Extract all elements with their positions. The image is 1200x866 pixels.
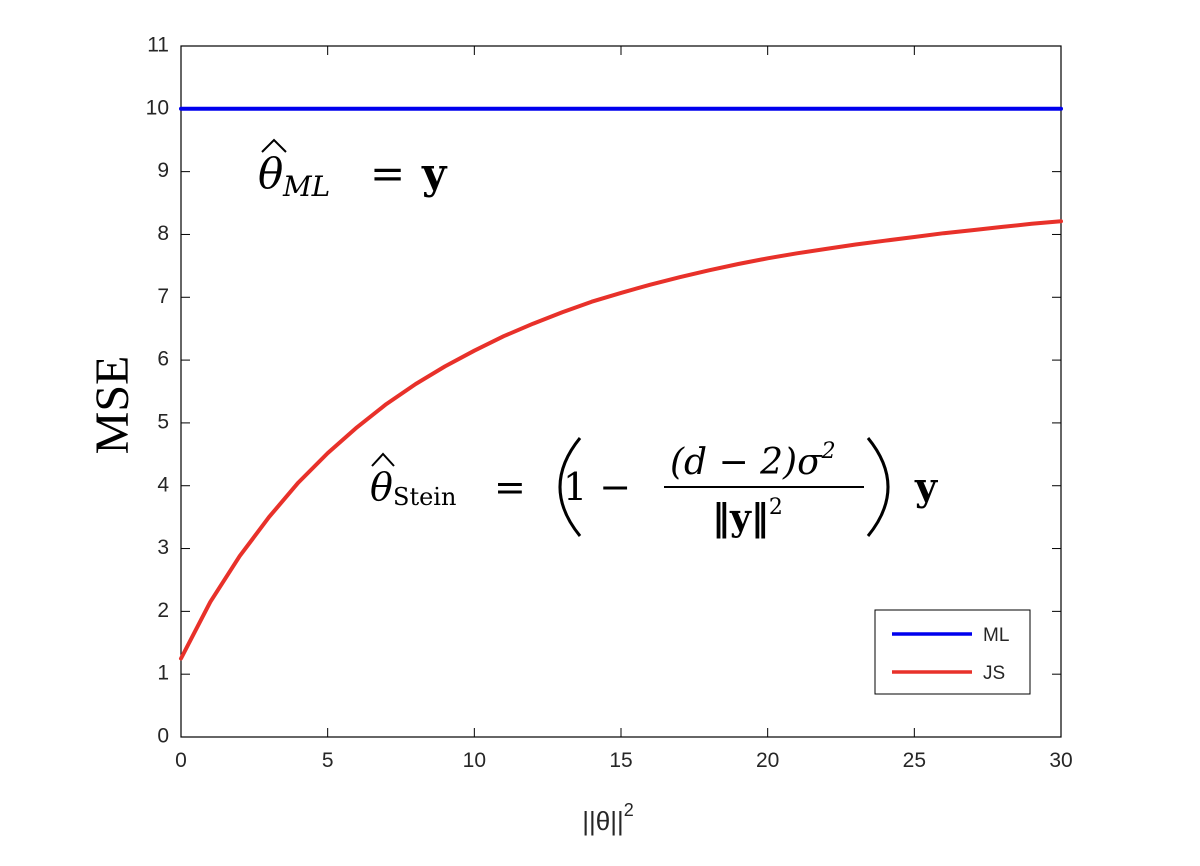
stein-estimator-annotation: θ Stein = 1 − (d − 2)σ2 ‖y‖2 y — [370, 437, 938, 539]
stein-one-minus: 1 − — [563, 465, 631, 509]
y-tick-label: 1 — [157, 662, 169, 685]
y-tick-label: 11 — [147, 34, 169, 57]
x-axis-label-text: ||θ|| — [582, 806, 623, 836]
x-tick-label: 20 — [756, 749, 779, 772]
stein-subscript: Stein — [393, 483, 456, 511]
y-tick-label: 6 — [157, 348, 169, 371]
y-tick-label: 7 — [157, 285, 169, 308]
y-tick-label: 10 — [146, 96, 169, 119]
x-axis-ticks: 0 5 10 15 20 25 30 — [175, 46, 1073, 772]
x-tick-label: 30 — [1049, 749, 1072, 772]
y-tick-label: 3 — [157, 536, 169, 559]
y-tick-label: 2 — [157, 599, 169, 622]
x-tick-label: 0 — [175, 749, 187, 772]
legend: ML JS — [874, 609, 1031, 695]
x-tick-label: 25 — [903, 749, 926, 772]
y-axis-ticks: 0 1 2 3 4 5 6 7 8 9 10 11 — [146, 34, 1061, 748]
ml-theta: θ — [258, 149, 283, 198]
stein-numerator: (d − 2)σ2 — [670, 439, 836, 483]
y-tick-label: 5 — [157, 410, 169, 433]
series-layer — [179, 106, 1063, 661]
ml-hat-accent — [261, 138, 287, 153]
stein-right-paren — [866, 437, 890, 537]
legend-box — [874, 609, 1031, 695]
legend-label-js: JS — [983, 663, 1005, 684]
stein-left-paren — [558, 437, 582, 537]
y-tick-label: 4 — [157, 473, 169, 496]
y-axis-label: MSE — [86, 356, 139, 455]
x-tick-label: 5 — [322, 749, 334, 772]
x-tick-label: 15 — [609, 749, 632, 772]
stein-theta: θ — [370, 465, 393, 509]
stein-hat-accent — [371, 452, 395, 467]
ml-subscript: ML — [282, 170, 330, 203]
ml-estimator-annotation: θ ML = y — [258, 138, 448, 203]
legend-label-ml: ML — [983, 625, 1009, 646]
y-tick-label: 8 — [157, 222, 169, 245]
y-tick-label: 0 — [157, 725, 169, 748]
stein-rhs: y — [914, 464, 938, 509]
x-axis-label: ||θ||2 — [582, 800, 634, 836]
ml-rhs: y — [421, 149, 448, 198]
series-line-js — [179, 219, 1063, 661]
stein-equals: = — [494, 465, 526, 509]
stein-denominator: ‖y‖2 — [712, 495, 783, 539]
y-tick-label: 9 — [157, 159, 169, 182]
x-tick-label: 10 — [463, 749, 486, 772]
ml-equals: = — [370, 149, 405, 198]
x-axis-label-superscript: 2 — [624, 800, 634, 820]
